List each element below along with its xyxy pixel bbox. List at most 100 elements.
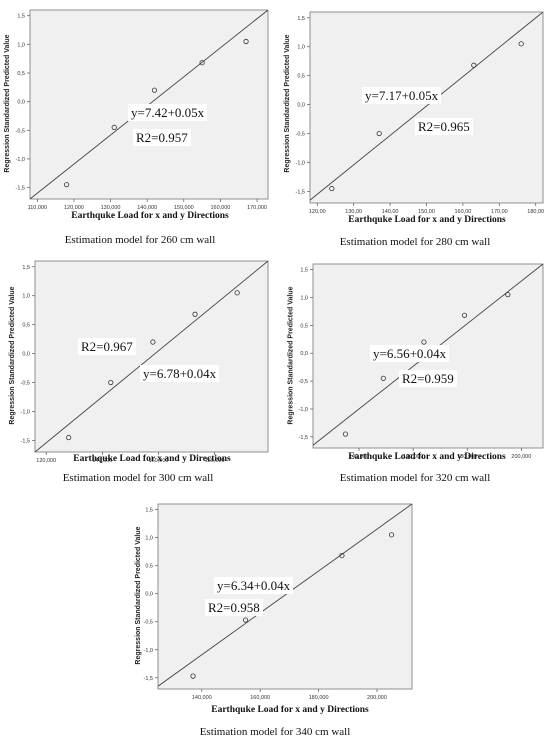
y-tick-label: -0,5: [16, 128, 25, 134]
x-tick-label: 200,000: [367, 695, 387, 701]
annotation-r2: R2=0.958: [205, 599, 263, 616]
x-tick-label: 120,00: [309, 209, 326, 215]
x-tick-label: 160,000: [210, 205, 230, 211]
chart-panel-320: 1,5 1,0 0,5 0,0 -0,5 -1,0 -1,5 140,000 160,000 18…: [275, 252, 550, 502]
x-tick-label: 170,00: [491, 209, 508, 215]
data-point: [339, 552, 345, 559]
x-axis-title: Earthquke Load for x and y Directions: [211, 705, 369, 715]
data-point: [234, 290, 240, 296]
annotation-equation: y=7.42+0.05x: [128, 104, 208, 121]
y-tick-label: -1,0: [144, 648, 153, 654]
y-tick-label: 1,5: [145, 508, 153, 514]
x-tick-label: 140,000: [92, 458, 112, 464]
y-tick-label: -0,5: [144, 620, 153, 626]
figure-caption: Estimation model for 280 cm wall: [339, 236, 491, 248]
x-tick-label: 110,000: [28, 205, 47, 211]
annotation-r2: R2=0.957: [133, 129, 191, 146]
y-tick-label: -1,5: [296, 189, 305, 195]
data-point: [150, 339, 156, 345]
chart-svg: 1,5 1,0 0,5 0,0 -0,5 -1,0 -1,5 120,00 130,00 140,…: [296, 11, 544, 215]
x-tick-label: 140,000: [192, 695, 212, 701]
y-tick-label: 1,0: [300, 295, 308, 301]
y-axis-title: Regression Standardized Predicted Value: [8, 286, 16, 425]
data-point: [66, 434, 72, 441]
y-tick-label: 0,5: [22, 323, 30, 329]
x-tick-label: 180,000: [205, 458, 225, 464]
y-tick-label: -1,5: [144, 676, 153, 682]
y-tick-label: -1,5: [21, 438, 30, 444]
figure-caption: Estimation model for 260 cm wall: [64, 234, 216, 246]
x-tick-label: 160,00: [454, 209, 471, 215]
y-tick-label: 0,5: [297, 74, 305, 80]
data-point: [421, 339, 427, 345]
x-tick-label: 180,00: [527, 209, 544, 215]
y-tick-label: -1,0: [21, 409, 30, 415]
annotation-r2: R2=0.965: [415, 118, 473, 135]
x-tick-label: 140,000: [349, 454, 369, 460]
y-tick-label: -1,0: [296, 160, 305, 166]
y-tick-label: -0,5: [21, 381, 30, 387]
data-point: [505, 292, 511, 298]
y-tick-label: 0,0: [22, 352, 30, 358]
data-point: [190, 673, 196, 679]
x-tick-label: 140,00: [382, 209, 399, 215]
data-point: [151, 87, 158, 93]
data-point: [518, 41, 524, 47]
x-tick-label: 150,000: [174, 205, 194, 211]
data-point: [243, 38, 249, 45]
figure-caption: Estimation model for 340 cm wall: [199, 726, 351, 738]
y-tick-label: 0,0: [17, 100, 25, 106]
x-tick-label: 180,000: [457, 454, 477, 460]
data-point: [461, 312, 468, 318]
annotation-equation: y=6.56+0.04x: [370, 345, 450, 362]
y-tick-label: 1,0: [17, 42, 25, 48]
x-tick-label: 120,000: [36, 458, 56, 464]
chart-panel-260: 1,5 1,0 0,5 0,0 -0,5 -1,0 -1,5 110,000 120,000 13…: [0, 0, 275, 250]
x-tick-label: 130,00: [345, 209, 362, 215]
y-tick-label: -0,5: [296, 132, 305, 138]
x-tick-label: 130,000: [101, 205, 121, 211]
chart-panel-280: 1,5 1,0 0,5 0,0 -0,5 -1,0 -1,5 120,00 130,00 140,…: [275, 0, 550, 250]
y-tick-label: -0,5: [299, 379, 308, 385]
data-point: [329, 185, 335, 192]
y-axis-title: Regression Standardized Predicted Value: [283, 34, 291, 173]
x-tick-label: 180,000: [309, 695, 329, 701]
y-tick-label: 0,5: [145, 564, 153, 570]
data-point: [471, 62, 477, 68]
fit-line: [310, 12, 543, 201]
data-point: [342, 431, 349, 437]
figure-caption: Estimation model for 300 cm wall: [62, 472, 214, 484]
data-point: [376, 130, 382, 137]
x-tick-label: 160,000: [250, 695, 270, 701]
data-point: [192, 311, 198, 317]
chart-panel-340: 1,5 1,0 0,5 0,0 -0,5 -1,0 -1,5 140,000 160,000 18…: [130, 492, 420, 741]
y-axis-title: Regression Standardized Predicted Value: [287, 286, 295, 425]
y-tick-label: 1,5: [17, 14, 25, 20]
y-tick-label: 1,5: [300, 268, 308, 274]
chart-svg: 1,5 1,0 0,5 0,0 -0,5 -1,0 -1,5 110,000 120,000 13…: [16, 9, 269, 211]
y-tick-label: 1,0: [145, 536, 153, 542]
x-tick-label: 160,000: [149, 458, 169, 464]
annotation-equation: y=6.34+0.04x: [214, 577, 294, 594]
y-tick-label: -1,0: [299, 407, 308, 413]
chart-panel-300: 1,5 1,0 0,5 0,0 -0,5 -1,0 -1,5 120,000 140,000 16…: [0, 252, 275, 502]
annotation-equation: y=6.78+0.04x: [140, 365, 220, 382]
y-tick-label: 0,5: [17, 71, 25, 77]
x-tick-label: 140,000: [137, 205, 157, 211]
data-point: [64, 182, 70, 188]
figure-caption: Estimation model for 320 cm wall: [339, 472, 491, 484]
data-point: [199, 60, 205, 66]
y-axis-title: Regression Standardized Predicted Value: [134, 526, 142, 665]
data-point: [380, 375, 386, 381]
y-tick-label: 0,0: [297, 103, 305, 109]
x-tick-label: 160,000: [403, 454, 423, 460]
x-axis-title: Earthquke Load for x and y Directions: [71, 211, 229, 221]
chart-svg: 1,5 1,0 0,5 0,0 -0,5 -1,0 -1,5 140,000 160,000 18…: [144, 503, 413, 701]
annotation-r2: R2=0.967: [78, 338, 136, 355]
y-axis-title: Regression Standardized Predicted Value: [3, 34, 11, 173]
fit-line: [158, 504, 412, 687]
y-tick-label: 1,5: [297, 16, 305, 22]
data-point: [388, 532, 395, 538]
y-tick-label: 0,0: [300, 351, 308, 357]
data-point: [108, 379, 114, 386]
